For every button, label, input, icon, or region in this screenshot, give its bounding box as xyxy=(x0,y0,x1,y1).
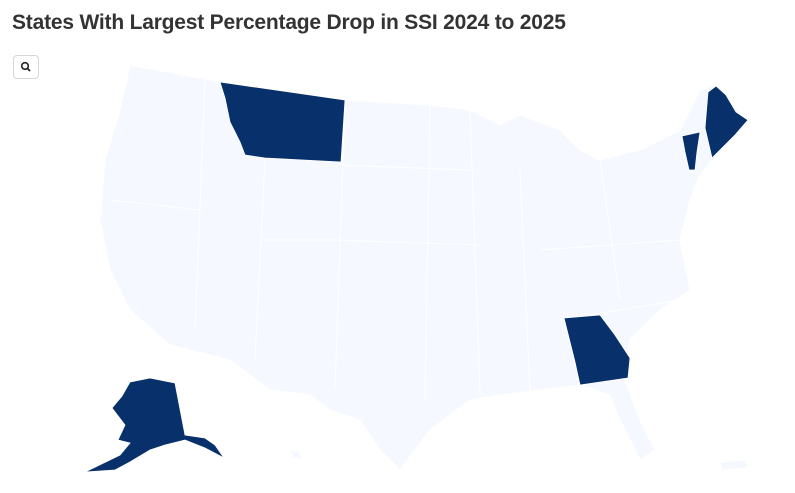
state-georgia xyxy=(563,314,631,386)
state-montana xyxy=(219,81,346,163)
state-vermont xyxy=(681,131,701,171)
icon-lens xyxy=(20,61,30,71)
search-icon xyxy=(20,61,31,72)
state-maine xyxy=(704,85,749,159)
icon-handle xyxy=(26,67,31,72)
state-alaska xyxy=(84,377,225,473)
hawaii-island xyxy=(719,459,749,471)
search-button[interactable] xyxy=(13,55,39,79)
title: States With Largest Percentage Drop in S… xyxy=(12,11,566,34)
hawaii xyxy=(289,449,303,461)
state-borders xyxy=(109,79,681,401)
